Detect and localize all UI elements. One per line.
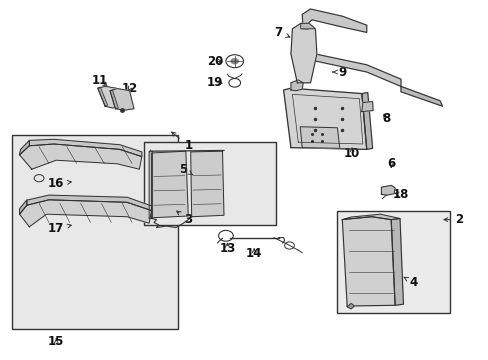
Text: 3: 3: [176, 211, 192, 226]
Polygon shape: [20, 140, 29, 155]
Polygon shape: [149, 151, 152, 219]
Text: 20: 20: [206, 55, 223, 68]
Text: 10: 10: [343, 147, 360, 159]
Polygon shape: [20, 200, 151, 227]
Polygon shape: [342, 214, 399, 220]
Text: 9: 9: [332, 66, 346, 78]
Text: 15: 15: [48, 335, 64, 348]
Text: 5: 5: [179, 163, 192, 176]
Bar: [12, 135, 178, 329]
Polygon shape: [300, 23, 315, 29]
Polygon shape: [98, 87, 107, 106]
Polygon shape: [342, 217, 394, 306]
Text: 8: 8: [382, 112, 389, 125]
Polygon shape: [390, 219, 403, 305]
Text: 19: 19: [206, 76, 223, 89]
Polygon shape: [346, 303, 354, 309]
Polygon shape: [151, 151, 188, 218]
Text: 7: 7: [274, 26, 289, 39]
Polygon shape: [361, 102, 372, 112]
Polygon shape: [110, 90, 118, 109]
Polygon shape: [302, 9, 366, 32]
Polygon shape: [190, 151, 224, 217]
Polygon shape: [283, 88, 366, 149]
Text: 16: 16: [48, 177, 71, 190]
Polygon shape: [312, 54, 400, 86]
Polygon shape: [400, 86, 442, 106]
Polygon shape: [20, 144, 142, 169]
Text: 17: 17: [48, 222, 71, 235]
Text: 14: 14: [245, 247, 262, 260]
Text: 6: 6: [386, 157, 394, 170]
Polygon shape: [110, 89, 134, 110]
Polygon shape: [290, 23, 316, 83]
Text: 1: 1: [171, 132, 192, 152]
Polygon shape: [300, 127, 339, 148]
Text: 11: 11: [92, 75, 108, 87]
Bar: [144, 142, 276, 225]
Text: 13: 13: [219, 242, 235, 255]
Text: 12: 12: [121, 82, 138, 95]
Polygon shape: [361, 93, 372, 149]
Polygon shape: [381, 185, 394, 195]
Polygon shape: [98, 86, 122, 108]
Polygon shape: [20, 200, 27, 214]
Text: 4: 4: [403, 276, 416, 289]
Polygon shape: [290, 80, 303, 91]
Circle shape: [230, 58, 238, 64]
Bar: [337, 211, 449, 313]
Polygon shape: [29, 139, 142, 157]
Text: 18: 18: [392, 188, 408, 201]
Text: 2: 2: [443, 213, 463, 226]
Polygon shape: [27, 195, 151, 211]
